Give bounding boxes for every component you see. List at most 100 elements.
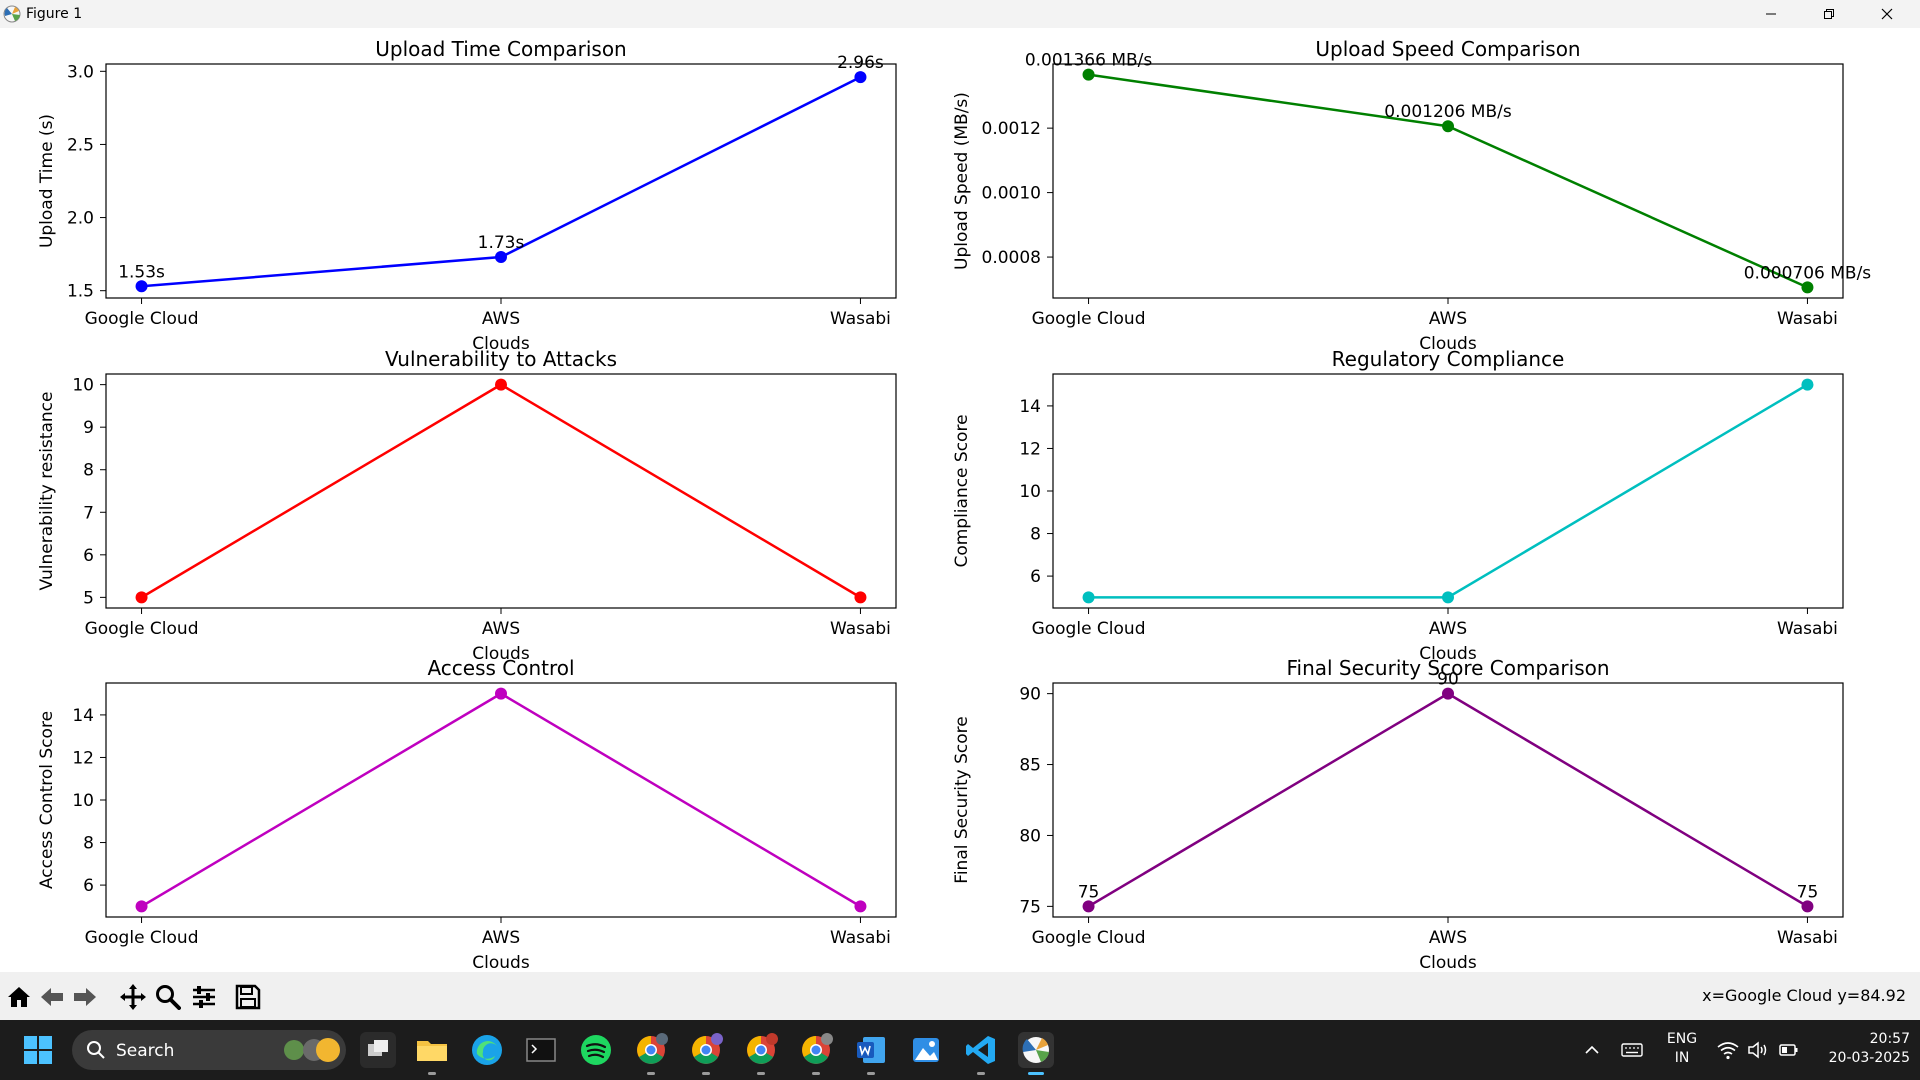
chrome-icon xyxy=(692,1033,723,1064)
chart-6-y-tick-label: 75 xyxy=(1019,897,1041,917)
chart-3-y-axis-label: Vulnerability resistance xyxy=(37,392,57,591)
photos-button[interactable] xyxy=(908,1032,944,1068)
title-bar[interactable]: Figure 1 xyxy=(0,0,1920,28)
chrome-profile-3-button[interactable] xyxy=(743,1032,779,1075)
chrome-icon xyxy=(802,1033,833,1064)
quick-settings-button[interactable] xyxy=(1716,1038,1804,1062)
clock-time: 20:57 xyxy=(1869,1031,1910,1047)
chart-3-y-tick-label: 10 xyxy=(72,376,94,396)
clock-date: 20-03-2025 xyxy=(1828,1050,1910,1066)
chart-1-x-tick-label: Wasabi xyxy=(830,309,891,329)
chart-1-x-tick-label: AWS xyxy=(482,309,520,329)
save-button[interactable] xyxy=(233,982,263,1012)
language-indicator[interactable]: ENG IN xyxy=(1662,1030,1702,1070)
charts-svg: Upload Time Comparison Google Cloud AWS Was… xyxy=(37,37,1871,972)
chart-3-y-tick-label: 5 xyxy=(83,588,94,608)
minimize-button[interactable] xyxy=(1742,0,1800,28)
chart-3-x-tick-label: AWS xyxy=(482,619,520,639)
chart-3-y-tick-label: 7 xyxy=(83,503,94,523)
forward-icon xyxy=(74,988,96,1006)
chart-1-y-tick-label: 2.0 xyxy=(67,209,94,229)
chart-2-data-point xyxy=(1082,68,1095,81)
figure-window: Figure 1 Upload Time Comparison Google Cl… xyxy=(0,0,1920,1020)
pan-button[interactable] xyxy=(118,982,148,1012)
chart-5-data-point xyxy=(135,900,148,913)
close-button[interactable] xyxy=(1858,0,1916,28)
chart-1-data-label: 2.96s xyxy=(837,53,884,73)
chart-6-axes-frame xyxy=(1052,682,1844,918)
chart-5-y-tick-label: 14 xyxy=(72,706,94,726)
configure-icon xyxy=(193,986,215,1008)
vscode-icon xyxy=(966,1036,995,1064)
running-indicator xyxy=(812,1072,820,1075)
chart-2-data-point xyxy=(1442,120,1454,133)
vscode-button[interactable] xyxy=(963,1032,999,1075)
chart-6-x-tick-label: Wasabi xyxy=(1777,928,1838,948)
back-button[interactable] xyxy=(37,982,67,1012)
minimize-icon xyxy=(1766,13,1776,15)
running-indicator xyxy=(702,1072,710,1075)
chart-1-data-point xyxy=(854,71,867,84)
chart-4-y-tick-label: 12 xyxy=(1019,439,1041,459)
figure-canvas[interactable]: Upload Time Comparison Google Cloud AWS Was… xyxy=(0,28,1920,972)
chart-3-y-tick-label: 8 xyxy=(83,461,94,481)
configure-subplots-button[interactable] xyxy=(189,982,219,1012)
terminal-button[interactable] xyxy=(523,1032,559,1068)
active-indicator xyxy=(1028,1072,1044,1075)
chart-6-y-tick-label: 85 xyxy=(1019,756,1041,776)
home-button[interactable] xyxy=(4,982,34,1012)
chart-3-data-point xyxy=(495,378,507,391)
chart-1-y-tick-label: 1.5 xyxy=(67,282,94,302)
chart-1-x-tick-label: Google Cloud xyxy=(85,309,199,329)
folder-icon xyxy=(417,1041,447,1061)
keyboard-button[interactable] xyxy=(1620,1038,1644,1062)
chart-4-data-point xyxy=(1082,591,1095,604)
restore-button[interactable] xyxy=(1800,0,1858,28)
chart-6-x-tick-label: Google Cloud xyxy=(1032,928,1146,948)
chart-1-data-point xyxy=(495,251,507,264)
show-hidden-icons-button[interactable] xyxy=(1582,1040,1602,1060)
chart-1-data-label: 1.73s xyxy=(478,233,525,253)
chart-6-x-tick-label: AWS xyxy=(1429,928,1467,948)
chart-4-x-tick-label: Wasabi xyxy=(1777,619,1838,639)
search-box[interactable]: Search xyxy=(72,1030,346,1070)
chart-3-y-tick-label: 9 xyxy=(83,418,94,438)
language-code: ENG xyxy=(1666,1031,1698,1047)
save-icon xyxy=(235,984,261,1010)
pan-icon xyxy=(120,984,146,1010)
clock[interactable]: 20:57 20-03-2025 xyxy=(1810,1030,1910,1070)
chrome-profile-1-button[interactable] xyxy=(633,1032,669,1075)
spotify-button[interactable] xyxy=(578,1032,614,1068)
chart-4-title: Regulatory Compliance xyxy=(1332,347,1565,371)
spotify-icon xyxy=(581,1035,611,1065)
chart-6-data-label: 90 xyxy=(1437,670,1459,690)
chart-4-x-tick-label: AWS xyxy=(1429,619,1467,639)
chart-6-data-point xyxy=(1801,900,1814,913)
edge-button[interactable] xyxy=(469,1032,505,1068)
matplotlib-icon xyxy=(3,5,21,23)
running-indicator xyxy=(977,1072,985,1075)
zoom-button[interactable] xyxy=(153,982,183,1012)
chart-6-title: Final Security Score Comparison xyxy=(1286,656,1609,680)
chart-4-y-tick-label: 8 xyxy=(1030,525,1041,545)
chart-6-data-point xyxy=(1082,900,1095,913)
word-button[interactable] xyxy=(853,1032,889,1075)
forward-button[interactable] xyxy=(70,982,100,1012)
start-button[interactable] xyxy=(24,1036,52,1064)
python-figure-button[interactable] xyxy=(1018,1032,1054,1075)
chrome-profile-4-button[interactable] xyxy=(798,1032,834,1075)
running-indicator xyxy=(647,1072,655,1075)
wifi-icon xyxy=(1717,1042,1739,1060)
chrome-profile-2-button[interactable] xyxy=(688,1032,724,1075)
file-explorer-button[interactable] xyxy=(414,1032,450,1075)
task-view-button[interactable] xyxy=(360,1032,396,1068)
chart-5-axes-frame xyxy=(105,682,897,918)
chart-2-y-tick-label: 0.0012 xyxy=(982,119,1041,139)
chart-5-y-tick-label: 12 xyxy=(72,748,94,768)
chart-4-data-point xyxy=(1801,378,1814,391)
running-indicator xyxy=(757,1072,765,1075)
chart-3-axes-frame xyxy=(105,373,897,609)
chart-5-y-tick-label: 10 xyxy=(72,791,94,811)
search-highlight-icon xyxy=(284,1038,340,1062)
chart-3-y-tick-label: 6 xyxy=(83,546,94,566)
